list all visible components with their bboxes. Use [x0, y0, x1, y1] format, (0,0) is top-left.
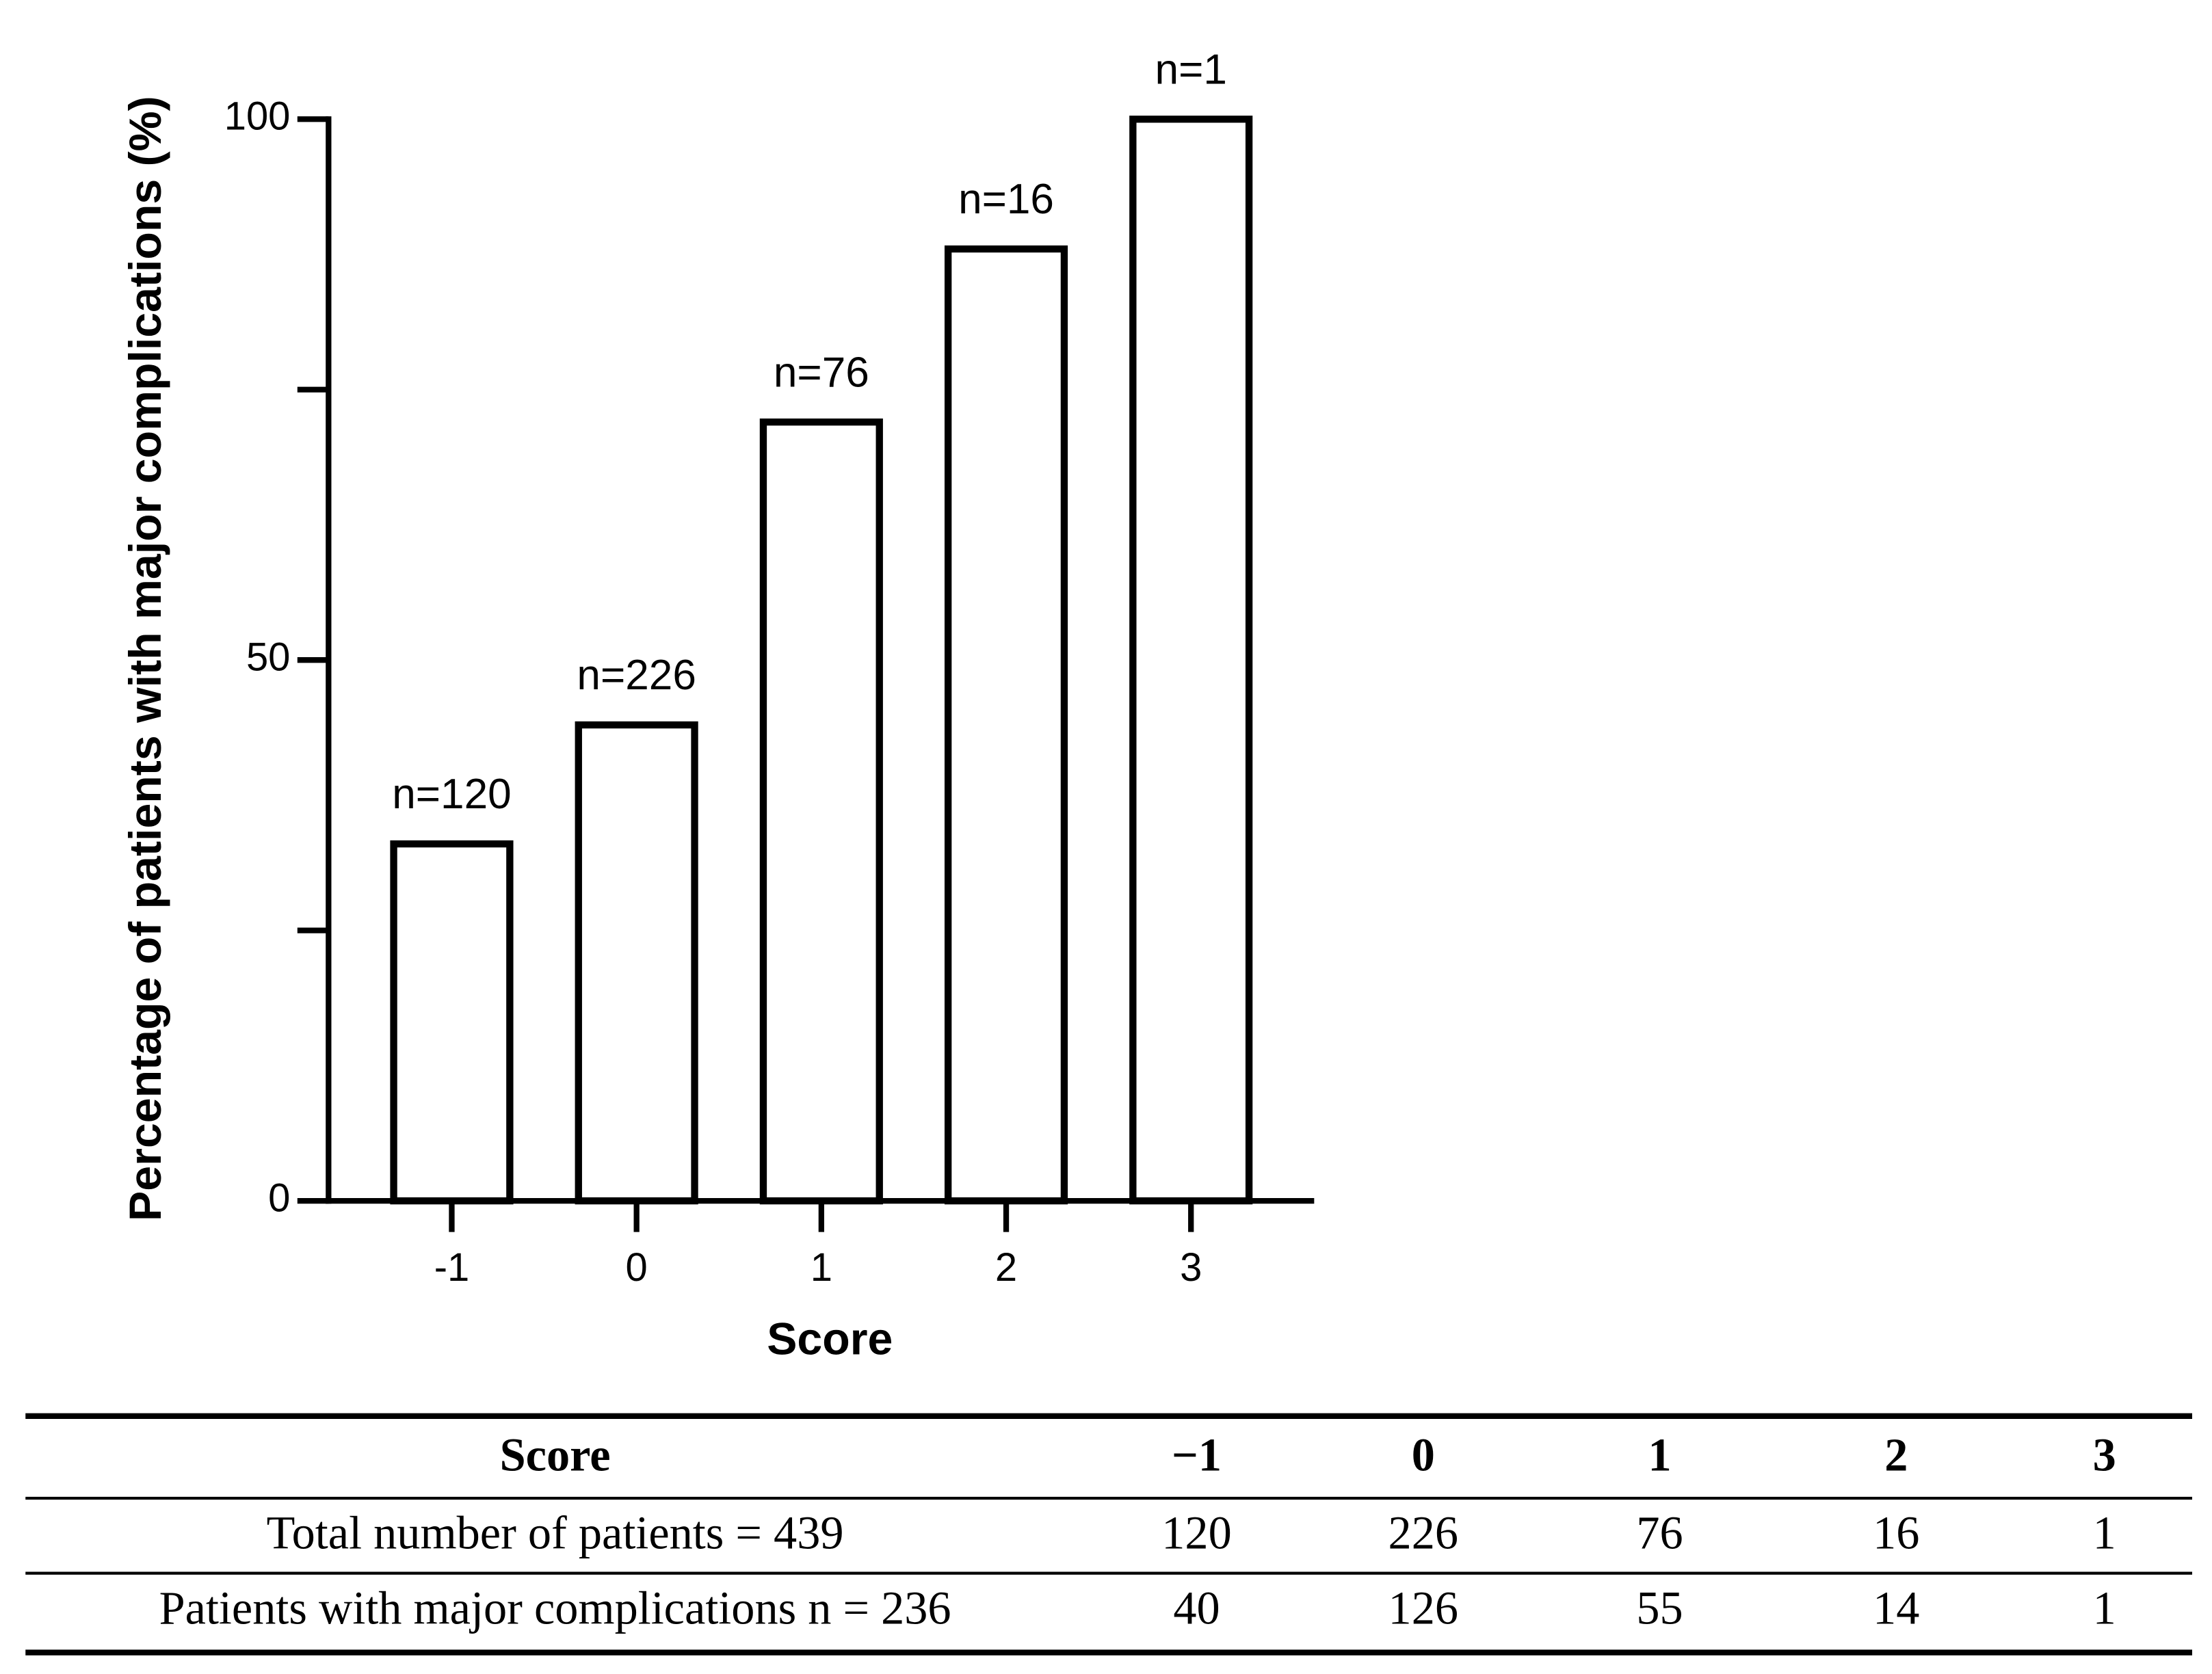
- bar-label: n=76: [774, 349, 869, 396]
- y-tick-label: 100: [224, 95, 291, 139]
- table-header-cell: 1: [1648, 1429, 1671, 1481]
- table-cell: 120: [1161, 1507, 1231, 1559]
- table-cell: 40: [1173, 1582, 1220, 1634]
- x-tick-label: 0: [626, 1246, 648, 1290]
- table-header-cell: 3: [2093, 1429, 2116, 1481]
- y-axis-title: Percentage of patients with major compli…: [120, 96, 171, 1221]
- table-header-cell: 2: [1884, 1429, 1908, 1481]
- x-tick-label: 1: [811, 1246, 832, 1290]
- table-cell: Total number of patients = 439: [267, 1507, 844, 1559]
- bar-label: n=226: [577, 652, 696, 699]
- table-header-cell: 0: [1412, 1429, 1435, 1481]
- table-cell: 1: [2093, 1507, 2116, 1559]
- x-tick-label: 2: [995, 1246, 1017, 1290]
- table-cell: 226: [1388, 1507, 1458, 1559]
- table-cell: 1: [2093, 1582, 2116, 1634]
- table-cell: Patients with major complications n = 23…: [159, 1582, 951, 1634]
- y-tick-label: 0: [268, 1176, 290, 1220]
- bar-label: n=120: [392, 771, 511, 818]
- table-cell: 126: [1388, 1582, 1458, 1634]
- bar: [759, 418, 883, 1205]
- x-tick-label: 3: [1180, 1246, 1202, 1290]
- table-cell: 14: [1873, 1582, 1919, 1634]
- bar-label: n=16: [958, 176, 1054, 223]
- bar: [390, 840, 514, 1205]
- table-header-cell: Score: [500, 1429, 611, 1481]
- table-cell: 16: [1873, 1507, 1919, 1559]
- y-tick-label: 50: [246, 636, 290, 680]
- bar: [1129, 116, 1253, 1205]
- table-header-cell: −1: [1172, 1429, 1222, 1481]
- table-cell: 55: [1636, 1582, 1683, 1634]
- bar-label: n=1: [1155, 46, 1227, 93]
- x-axis-title: Score: [767, 1314, 893, 1365]
- table-cell: 76: [1636, 1507, 1683, 1559]
- bar: [944, 245, 1068, 1205]
- x-tick-label: -1: [434, 1246, 470, 1290]
- bar: [575, 721, 698, 1205]
